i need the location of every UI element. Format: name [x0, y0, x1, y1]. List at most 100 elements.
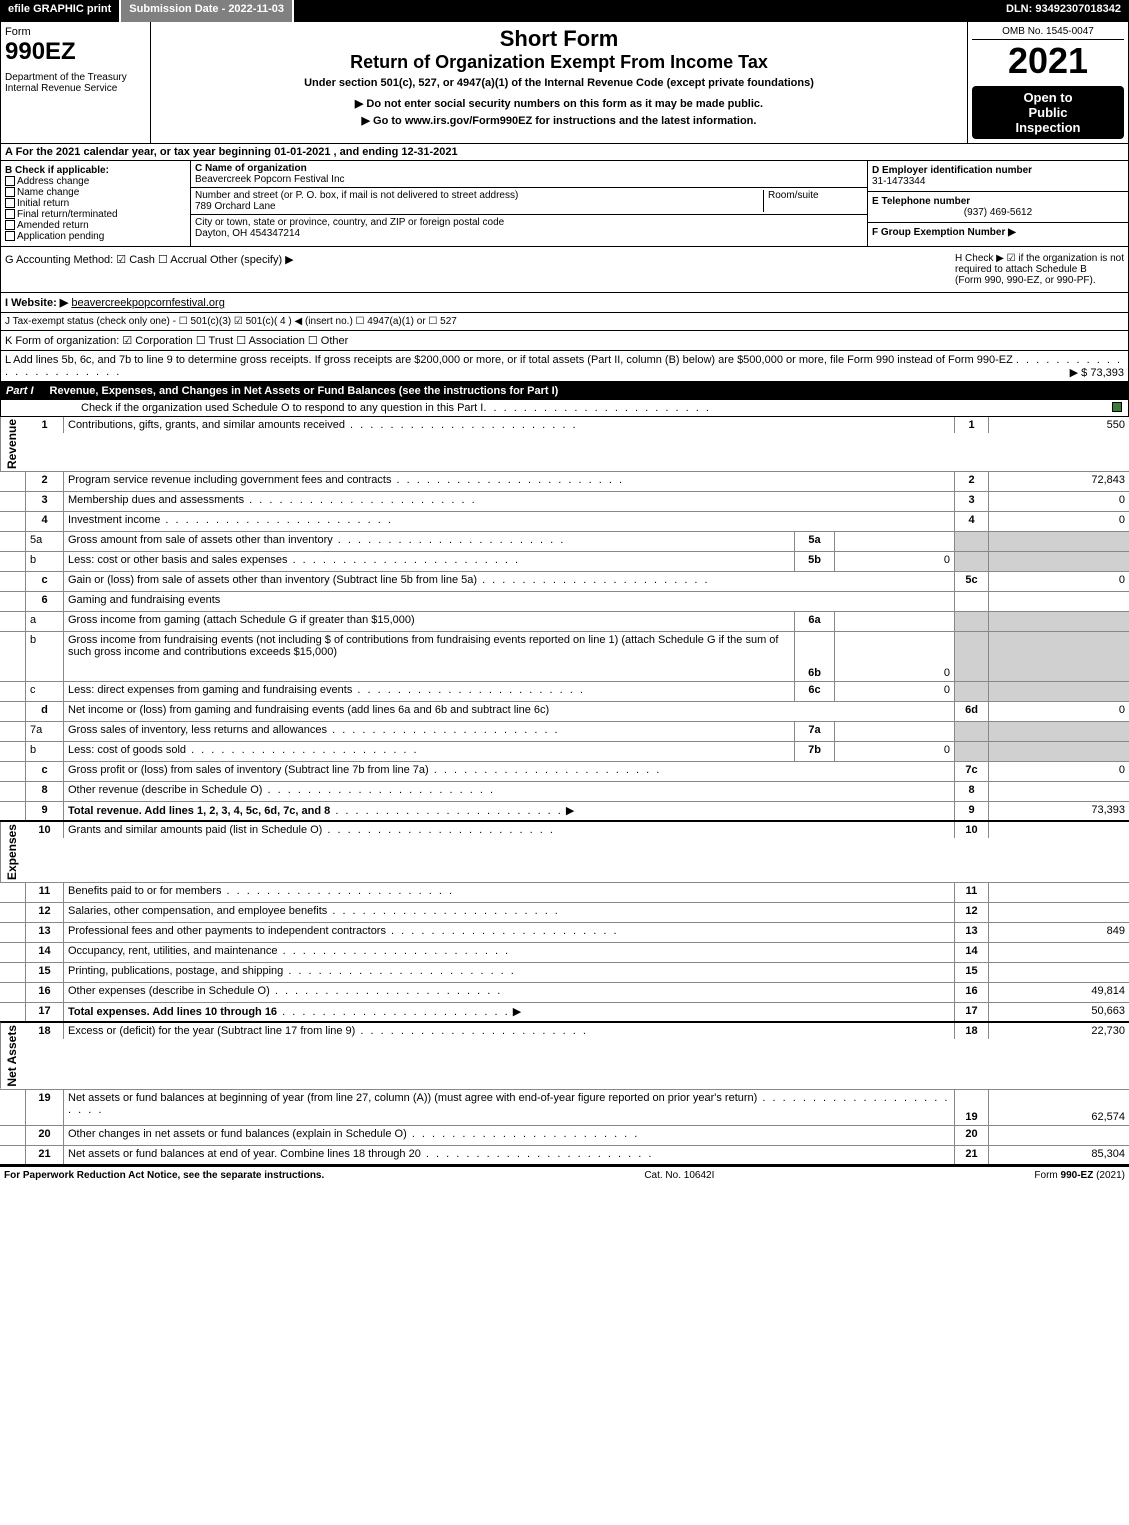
- lt: Program service revenue including govern…: [68, 474, 391, 486]
- d: [352, 684, 585, 696]
- b-label: B Check if applicable:: [5, 165, 186, 176]
- sv: 0: [835, 682, 955, 701]
- d: [477, 574, 710, 586]
- chk-amended-return[interactable]: Amended return: [5, 220, 186, 231]
- ln: 2: [26, 472, 64, 491]
- b-o3: Initial return: [17, 198, 69, 209]
- sb: 7a: [795, 722, 835, 741]
- b-o4: Final return/terminated: [17, 209, 118, 220]
- sub-dots: [483, 402, 711, 414]
- irs-label: Internal Revenue Service: [5, 83, 146, 94]
- e-label: E Telephone number: [872, 196, 1124, 207]
- line-14: 14Occupancy, rent, utilities, and mainte…: [0, 943, 1129, 963]
- lv: 85,304: [989, 1146, 1129, 1164]
- under-section: Under section 501(c), 527, or 4947(a)(1)…: [155, 77, 963, 89]
- lv: [989, 1126, 1129, 1145]
- sv: [835, 722, 955, 741]
- d: [345, 419, 578, 431]
- line-2: 2 Program service revenue including gover…: [0, 472, 1129, 492]
- lr: 11: [955, 883, 989, 902]
- line-7c: cGross profit or (loss) from sales of in…: [0, 762, 1129, 782]
- lv: 0: [989, 492, 1129, 511]
- lv: 49,814: [989, 983, 1129, 1002]
- lt: Salaries, other compensation, and employ…: [68, 905, 327, 917]
- line-15: 15Printing, publications, postage, and s…: [0, 963, 1129, 983]
- form-word: Form: [5, 26, 146, 38]
- short-form-title: Short Form: [155, 26, 963, 52]
- lr: 7c: [955, 762, 989, 781]
- section-b: B Check if applicable: Address change Na…: [1, 161, 191, 246]
- lv: 0: [989, 512, 1129, 531]
- line-3: 3Membership dues and assessments30: [0, 492, 1129, 512]
- ln: 3: [26, 492, 64, 511]
- lt: Gross profit or (loss) from sales of inv…: [68, 764, 429, 776]
- d: [355, 1025, 588, 1037]
- f-label: F Group Exemption Number ▶: [872, 227, 1124, 238]
- chk-application-pending[interactable]: Application pending: [5, 231, 186, 242]
- lr: 4: [955, 512, 989, 531]
- website-link[interactable]: beavercreekpopcornfestival.org: [71, 297, 224, 309]
- open-line2: Public: [976, 105, 1120, 120]
- open-line3: Inspection: [976, 120, 1120, 135]
- ln: 12: [26, 903, 64, 922]
- net-assets-label: Net Assets: [0, 1023, 26, 1089]
- gross-receipts: ▶ $ 73,393: [1070, 366, 1124, 379]
- d: [333, 534, 566, 546]
- lt: Benefits paid to or for members: [68, 885, 221, 897]
- lt: Gross sales of inventory, less returns a…: [68, 724, 327, 736]
- lv: 0: [989, 572, 1129, 591]
- ln: 7a: [26, 722, 64, 741]
- ln: b: [26, 552, 64, 571]
- ein: 31-1473344: [872, 176, 1124, 187]
- ln: 19: [26, 1090, 64, 1125]
- lr: 3: [955, 492, 989, 511]
- lt: Professional fees and other payments to …: [68, 925, 386, 937]
- line-7b: bLess: cost of goods sold7b0: [0, 742, 1129, 762]
- chk-address-change[interactable]: Address change: [5, 176, 186, 187]
- lt: Contributions, gifts, grants, and simila…: [68, 419, 345, 431]
- dept-treasury: Department of the Treasury: [5, 72, 146, 83]
- h-line1: H Check ▶ ☑ if the organization is not: [955, 253, 1124, 264]
- d: [283, 965, 516, 977]
- line-6: 6Gaming and fundraising events: [0, 592, 1129, 612]
- lv: [989, 903, 1129, 922]
- section-a: A For the 2021 calendar year, or tax yea…: [0, 144, 1129, 161]
- lt: Membership dues and assessments: [68, 494, 244, 506]
- open-inspection-badge: Open to Public Inspection: [972, 86, 1124, 139]
- lv: 62,574: [989, 1090, 1129, 1125]
- lr: 9: [955, 802, 989, 820]
- c-city-label: City or town, state or province, country…: [195, 217, 863, 228]
- section-l: L Add lines 5b, 6c, and 7b to line 9 to …: [0, 351, 1129, 382]
- sb: 5b: [795, 552, 835, 571]
- chk-final-return[interactable]: Final return/terminated: [5, 209, 186, 220]
- ln: 8: [26, 782, 64, 801]
- line-19: 19Net assets or fund balances at beginni…: [0, 1090, 1129, 1126]
- ln: 21: [26, 1146, 64, 1164]
- c-street-label: Number and street (or P. O. box, if mail…: [195, 190, 763, 201]
- revenue-section: Revenue1Contributions, gifts, grants, an…: [0, 417, 1129, 822]
- line-13: 13 Professional fees and other payments t…: [0, 923, 1129, 943]
- arrow-icon: ▶: [566, 805, 574, 817]
- line-6b: bGross income from fundraising events (n…: [0, 632, 1129, 682]
- schedule-o-checkbox[interactable]: [1112, 402, 1122, 412]
- lv: 50,663: [989, 1003, 1129, 1021]
- expenses-section: Expenses10Grants and similar amounts pai…: [0, 822, 1129, 1023]
- i-label: I Website: ▶: [5, 297, 68, 309]
- chk-initial-return[interactable]: Initial return: [5, 198, 186, 209]
- section-gh: G Accounting Method: ☑ Cash ☐ Accrual Ot…: [0, 247, 1129, 293]
- lv: [989, 822, 1129, 838]
- net-assets-section: Net Assets18Excess or (deficit) for the …: [0, 1023, 1129, 1166]
- section-k: K Form of organization: ☑ Corporation ☐ …: [0, 331, 1129, 351]
- line-12: 12 Salaries, other compensation, and empl…: [0, 903, 1129, 923]
- chk-name-change[interactable]: Name change: [5, 187, 186, 198]
- main-title: Return of Organization Exempt From Incom…: [155, 52, 963, 73]
- ln: 6: [26, 592, 64, 611]
- ln: 13: [26, 923, 64, 942]
- goto-link[interactable]: ▶ Go to www.irs.gov/Form990EZ for instru…: [155, 114, 963, 127]
- ln: a: [26, 612, 64, 631]
- d: [288, 554, 521, 566]
- lr: 19: [955, 1090, 989, 1125]
- lt: Gross income from fundraising events (no…: [64, 632, 795, 681]
- ln: 16: [26, 983, 64, 1002]
- d: [407, 1128, 640, 1140]
